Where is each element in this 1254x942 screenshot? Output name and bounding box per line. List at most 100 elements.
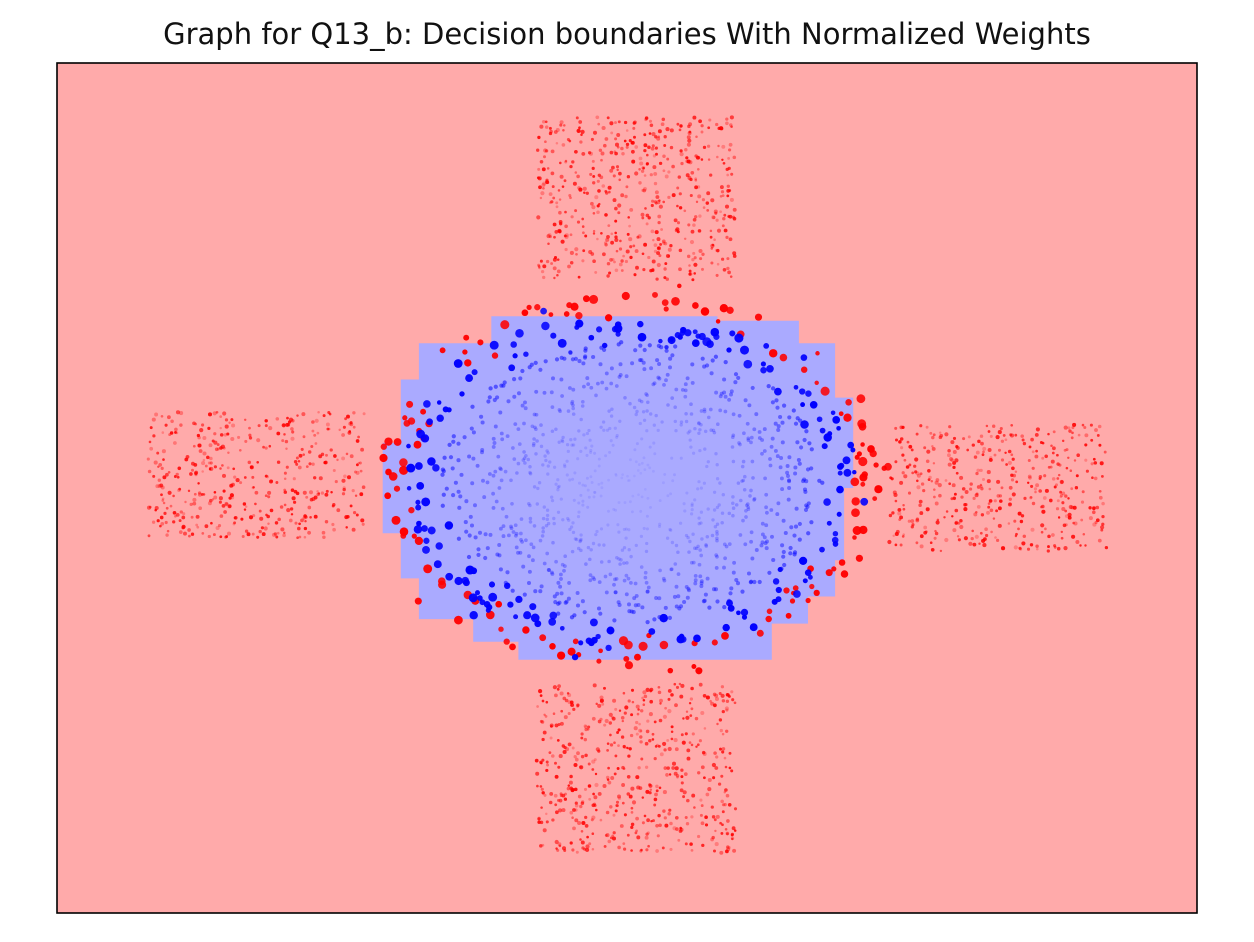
red-point <box>729 275 733 278</box>
blue-point <box>638 421 642 426</box>
red-point <box>726 847 731 852</box>
blue-point <box>698 448 702 453</box>
red-point <box>557 229 562 234</box>
blue-point <box>746 436 751 441</box>
blue-point <box>597 580 602 584</box>
blue-point <box>514 545 519 550</box>
blue-point <box>561 518 565 522</box>
red-point <box>651 144 655 148</box>
red-point <box>240 517 244 521</box>
red-point <box>302 490 307 495</box>
blue-point <box>585 637 593 645</box>
red-point <box>313 495 318 500</box>
blue-point <box>552 594 557 599</box>
red-point <box>925 507 930 512</box>
red-point <box>643 133 647 137</box>
red-point <box>635 704 640 709</box>
red-point <box>728 237 733 242</box>
red-point <box>651 199 655 203</box>
red-point <box>840 570 849 578</box>
red-point <box>629 733 634 738</box>
red-point <box>580 133 583 137</box>
blue-point <box>762 535 767 540</box>
red-point <box>630 713 634 717</box>
blue-point <box>505 434 510 439</box>
red-point <box>653 171 658 176</box>
blue-point <box>637 493 640 497</box>
red-point <box>707 777 712 783</box>
blue-point <box>740 608 749 617</box>
blue-point <box>657 596 662 601</box>
blue-point <box>770 400 775 405</box>
red-point <box>549 736 553 740</box>
blue-point <box>441 492 446 497</box>
blue-point <box>503 582 511 590</box>
red-point <box>583 724 587 728</box>
blue-point <box>529 603 537 611</box>
blue-point <box>546 464 550 468</box>
red-point <box>728 751 732 755</box>
red-point <box>582 249 586 253</box>
red-point <box>583 191 586 195</box>
blue-point <box>618 419 622 423</box>
red-point <box>571 160 575 164</box>
red-point <box>587 762 591 766</box>
red-point <box>550 200 554 204</box>
red-point <box>601 184 606 188</box>
blue-point <box>797 461 802 466</box>
red-point <box>685 159 689 163</box>
blue-point <box>423 400 431 408</box>
red-point <box>635 816 639 821</box>
red-point <box>562 696 567 701</box>
red-point <box>301 412 306 417</box>
blue-point <box>542 505 547 509</box>
red-point <box>1029 496 1033 500</box>
blue-point <box>640 495 644 499</box>
red-point <box>1035 544 1039 548</box>
red-point <box>569 703 573 707</box>
red-point <box>361 485 366 489</box>
red-point <box>591 847 595 851</box>
red-point <box>607 766 610 770</box>
blue-point <box>583 354 588 359</box>
red-point <box>1104 545 1109 550</box>
red-point <box>1059 479 1064 485</box>
red-point <box>582 186 587 191</box>
blue-point <box>551 540 555 545</box>
red-point <box>937 483 942 488</box>
blue-point <box>800 420 809 429</box>
red-point <box>721 144 726 149</box>
blue-point <box>579 533 583 537</box>
red-point <box>286 416 289 420</box>
red-point <box>399 465 409 475</box>
red-point <box>552 196 556 200</box>
blue-point <box>539 444 544 449</box>
blue-point <box>695 333 701 339</box>
red-point <box>260 526 264 530</box>
blue-point <box>502 380 507 385</box>
red-point <box>952 450 957 454</box>
blue-point <box>617 501 621 504</box>
blue-point <box>760 521 765 526</box>
red-point <box>537 265 541 268</box>
red-point <box>313 433 317 437</box>
red-point <box>692 251 696 255</box>
red-point <box>178 487 182 491</box>
red-point <box>691 732 695 736</box>
red-point <box>537 176 542 181</box>
red-point <box>264 446 268 450</box>
red-point <box>707 158 711 161</box>
red-point <box>709 699 712 703</box>
blue-point <box>586 545 591 550</box>
red-point <box>717 782 722 786</box>
red-point <box>646 719 650 723</box>
blue-point <box>538 367 543 372</box>
blue-point <box>581 503 585 507</box>
blue-point <box>760 540 765 545</box>
blue-point <box>529 542 534 547</box>
red-point <box>621 291 630 301</box>
blue-point <box>688 438 692 442</box>
red-point <box>546 167 550 170</box>
red-point <box>579 804 583 809</box>
red-point <box>995 509 999 513</box>
